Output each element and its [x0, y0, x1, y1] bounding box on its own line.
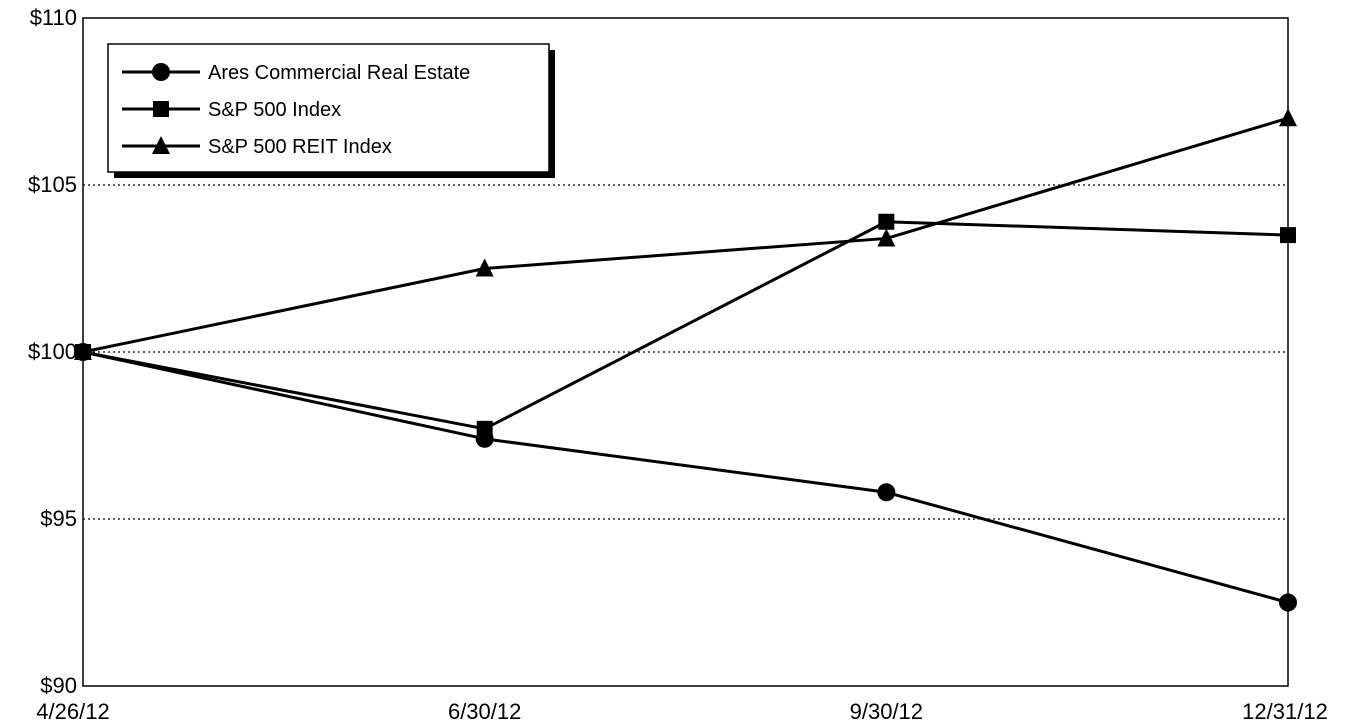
data-point-square: [878, 213, 895, 230]
legend-label: S&P 500 REIT Index: [208, 136, 392, 158]
legend-marker-triangle: [152, 136, 170, 154]
series-line: [82, 350, 1289, 604]
data-point-circle: [74, 343, 92, 361]
legend-item: Ares Commercial Real Estate: [122, 62, 470, 84]
series-square: [75, 213, 1296, 437]
data-point-triangle: [1279, 108, 1297, 127]
legend-label: S&P 500 Index: [208, 99, 341, 121]
data-point-circle: [475, 429, 494, 448]
legend-marker-circle: [152, 63, 170, 81]
series-circle: [74, 343, 1297, 612]
y-tick-label: $95: [40, 506, 77, 531]
series-line: [82, 220, 1289, 431]
legend-label: Ares Commercial Real Estate: [208, 62, 470, 84]
series-lines: [74, 108, 1297, 612]
y-tick-label: $100: [28, 339, 77, 364]
x-tick-label: 6/30/12: [448, 699, 521, 724]
data-point-circle: [877, 483, 896, 502]
grid-lines: [83, 184, 1288, 520]
x-axis-tick-labels: 4/26/12 6/30/12 9/30/12 12/31/12: [36, 699, 1328, 724]
legend-item: S&P 500 Index: [122, 99, 341, 121]
y-tick-label: $110: [30, 5, 77, 30]
y-tick-label: $105: [28, 172, 77, 197]
legend: Ares Commercial Real Estate S&P 500 Index…: [107, 43, 555, 178]
data-point-triangle: [877, 228, 896, 247]
data-point-triangle: [475, 258, 494, 277]
data-point-square: [1280, 227, 1296, 244]
x-tick-label: 9/30/12: [850, 699, 923, 724]
x-tick-label: 4/26/12: [36, 699, 109, 724]
legend-item: S&P 500 REIT Index: [122, 136, 392, 158]
y-axis-tick-labels: $90 $95 $100 $105 $110: [28, 5, 77, 698]
legend-marker-square: [153, 101, 169, 117]
y-tick-label: $90: [40, 673, 77, 698]
data-point-circle: [1279, 593, 1297, 612]
series-line: [82, 116, 1289, 354]
x-tick-label: 12/31/12: [1242, 699, 1328, 724]
legend-items: Ares Commercial Real Estate S&P 500 Index…: [122, 62, 470, 158]
